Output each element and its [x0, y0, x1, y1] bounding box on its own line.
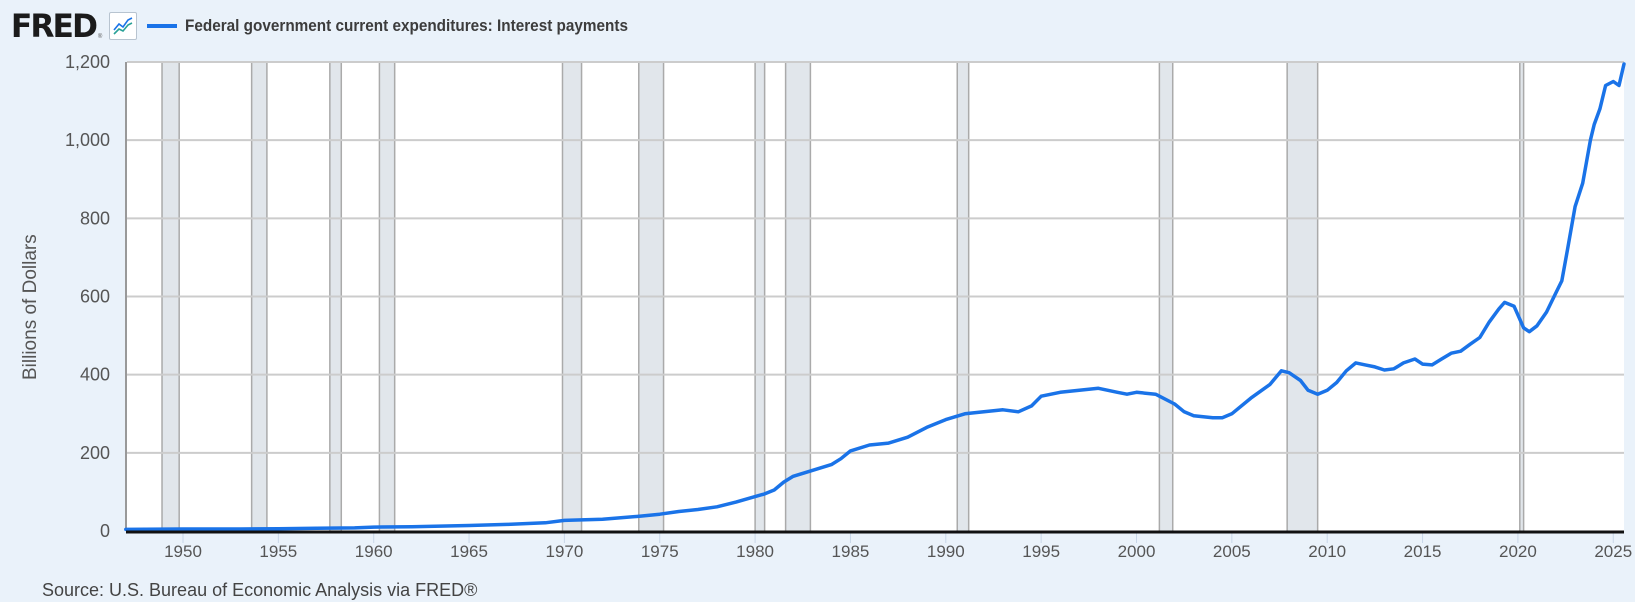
x-tick-label: 2015 [1404, 542, 1442, 561]
x-tick-label: 2000 [1118, 542, 1156, 561]
x-tick-label: 2025 [1594, 542, 1632, 561]
line-chart-icon[interactable] [109, 12, 138, 40]
series-line[interactable] [124, 62, 1626, 532]
y-tick-label: 1,000 [65, 130, 110, 150]
y-tick-label: 0 [100, 521, 110, 541]
y-tick-label: 800 [80, 208, 110, 228]
y-tick-label: 400 [80, 365, 110, 385]
x-tick-label: 1960 [355, 542, 393, 561]
x-tick-label: 2020 [1499, 542, 1537, 561]
y-tick-label: 1,200 [65, 52, 110, 72]
x-tick-label: 1965 [450, 542, 488, 561]
x-tick-label: 2005 [1213, 542, 1251, 561]
y-tick-label: 200 [80, 443, 110, 463]
legend-series-label[interactable]: Federal government current expenditures:… [185, 16, 629, 35]
x-tick-label: 1980 [736, 542, 774, 561]
x-tick-label: 2010 [1308, 542, 1346, 561]
x-tick-label: 1995 [1022, 542, 1060, 561]
x-tick-label: 1970 [545, 542, 583, 561]
chart-header: FRED ® Federal government current expend… [10, 8, 678, 44]
fred-logo[interactable]: FRED [10, 7, 98, 45]
x-axis-ticks: 1950 1955 1960 1965 1970 1975 1980 1985 1990 1995… [164, 533, 1632, 561]
registered-mark: ® [97, 34, 103, 40]
x-tick-label: 1950 [164, 542, 202, 561]
y-tick-label: 600 [80, 287, 110, 307]
x-tick-label: 1985 [832, 542, 870, 561]
gridlines [127, 61, 1624, 454]
x-tick-label: 1955 [259, 542, 297, 561]
source-note: Source: U.S. Bureau of Economic Analysis… [42, 580, 478, 600]
y-axis-ticks: 0 200 400 600 800 1,000 1,200 [65, 52, 110, 541]
legend-swatch [147, 24, 178, 28]
legend: Federal government current expenditures:… [147, 16, 677, 36]
x-tick-label: 1975 [641, 542, 679, 561]
y-axis-label: Billions of Dollars [20, 234, 41, 380]
x-tick-label: 1990 [927, 542, 965, 561]
